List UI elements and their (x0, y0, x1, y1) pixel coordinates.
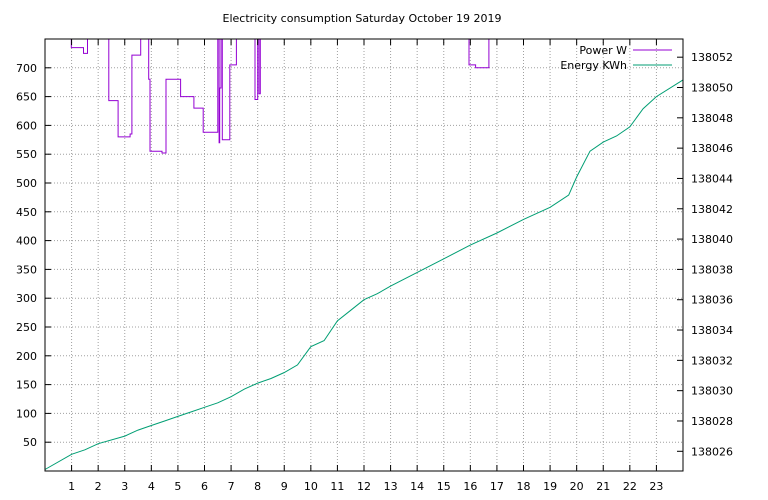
x-tick-label: 9 (281, 480, 288, 493)
series-layer (44, 38, 684, 470)
chart-title: Electricity consumption Saturday October… (223, 12, 502, 25)
y2-tick-label: 138038 (691, 263, 733, 276)
y2-tick-label: 138048 (691, 112, 733, 125)
x-tick-label: 10 (304, 480, 318, 493)
x-tick-label: 17 (490, 480, 504, 493)
x-tick-label: 4 (148, 480, 155, 493)
y-tick-label: 550 (16, 148, 37, 161)
y2-tick-label: 138028 (691, 415, 733, 428)
x-tick-label: 16 (463, 480, 477, 493)
x-tick-label: 12 (357, 480, 371, 493)
y2-tick-label: 138034 (691, 324, 733, 337)
y2-tick-label: 138042 (691, 203, 733, 216)
x-tick-label: 22 (623, 480, 637, 493)
x-tick-label: 19 (543, 480, 557, 493)
x-tick-label: 21 (596, 480, 610, 493)
y-tick-label: 500 (16, 177, 37, 190)
y-tick-label: 450 (16, 206, 37, 219)
grid-lines (45, 39, 683, 471)
x-tick-label: 8 (254, 480, 261, 493)
legend-label-power-w: Power W (579, 44, 627, 57)
y2-tick-label: 138046 (691, 142, 733, 155)
y-tick-label: 150 (16, 379, 37, 392)
y-axis-left: 50 100 150 200 250 300 350 400 450 500 550 600 650 70… (16, 62, 51, 449)
y-tick-label: 300 (16, 292, 37, 305)
legend: Power W Energy KWh (560, 44, 672, 72)
x-tick-label: 20 (570, 480, 584, 493)
x-tick-label: 11 (330, 480, 344, 493)
y-tick-label: 200 (16, 350, 37, 363)
y2-tick-label: 138032 (691, 354, 733, 367)
y2-tick-label: 138040 (691, 233, 733, 246)
legend-label-energy-kwh: Energy KWh (560, 59, 627, 72)
x-tick-label: 6 (201, 480, 208, 493)
y2-tick-label: 138044 (691, 172, 733, 185)
y2-tick-label: 138036 (691, 294, 733, 307)
x-tick-label: 23 (649, 480, 663, 493)
y2-tick-label: 138030 (691, 385, 733, 398)
energy-kwh-line (44, 79, 684, 470)
x-axis: 1 2 3 4 5 6 7 8 9 10 11 12 13 14 15 16 17 18 19 20 21 22 23 (68, 39, 663, 493)
y-tick-label: 600 (16, 119, 37, 132)
y2-tick-label: 138050 (691, 82, 733, 95)
x-tick-label: 7 (228, 480, 235, 493)
y-tick-label: 100 (16, 407, 37, 420)
x-tick-label: 15 (437, 480, 451, 493)
y-tick-label: 50 (23, 436, 37, 449)
x-tick-label: 2 (95, 480, 102, 493)
x-tick-label: 18 (517, 480, 531, 493)
x-tick-label: 14 (410, 480, 424, 493)
y-axis-right: 138026 138028 138030 138032 138034 138036 1380… (677, 51, 733, 458)
y-tick-label: 700 (16, 62, 37, 75)
x-tick-label: 13 (384, 480, 398, 493)
x-tick-label: 1 (68, 480, 75, 493)
y2-tick-label: 138052 (691, 51, 733, 64)
y-tick-label: 250 (16, 321, 37, 334)
y-tick-label: 650 (16, 91, 37, 104)
y-tick-label: 350 (16, 263, 37, 276)
y-tick-label: 400 (16, 235, 37, 248)
x-tick-label: 3 (121, 480, 128, 493)
y2-tick-label: 138026 (691, 445, 733, 458)
x-tick-label: 5 (174, 480, 181, 493)
power-w-line (70, 38, 490, 154)
